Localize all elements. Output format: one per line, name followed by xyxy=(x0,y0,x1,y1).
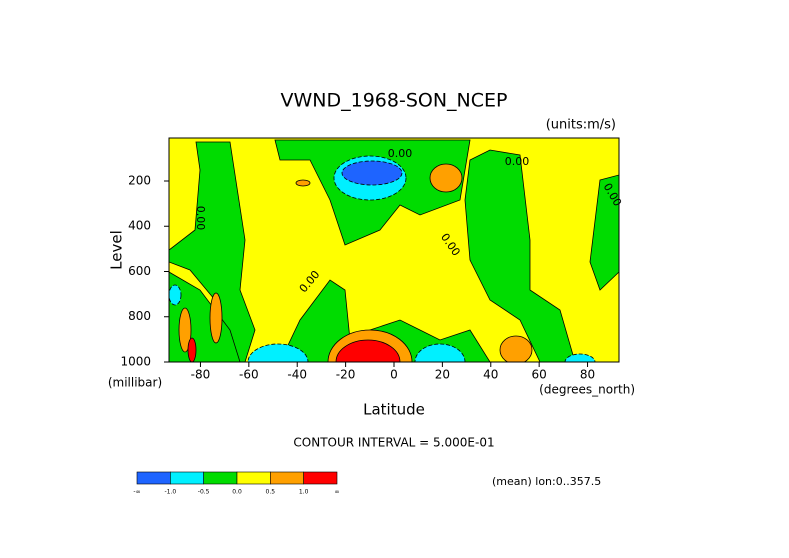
contour-label: 0.00 xyxy=(505,155,530,168)
x-tick-label: -40 xyxy=(287,368,307,382)
colorbar-label: 0.0 xyxy=(232,489,242,496)
contour-fill xyxy=(295,179,311,187)
units-label: (units:m/s) xyxy=(546,118,616,133)
y-unit-label: (millibar) xyxy=(108,376,162,390)
y-tick-label: 200 xyxy=(128,173,151,187)
x-tick-label: 80 xyxy=(580,368,595,382)
y-tick-label: 800 xyxy=(128,309,151,323)
colorbar-end-label: ∞ xyxy=(335,489,340,496)
x-unit-label: (degrees_north) xyxy=(539,383,635,397)
contour-fill xyxy=(341,160,403,186)
y-axis-label: Level xyxy=(108,230,126,270)
contour-fill xyxy=(464,149,576,362)
colorbar-end-label: -∞ xyxy=(133,489,140,496)
colorbar-label: 1.0 xyxy=(299,489,309,496)
chart-title: VWND_1968-SON_NCEP xyxy=(280,90,507,112)
mean-label: (mean) lon:0..357.5 xyxy=(492,475,601,488)
contour-fill xyxy=(414,343,466,362)
y-tick-label: 400 xyxy=(128,219,151,233)
x-tick-label: -20 xyxy=(336,368,356,382)
x-axis-label: Latitude xyxy=(363,401,425,419)
contour-label: 0.00 xyxy=(388,147,413,160)
colorbar-box xyxy=(203,471,238,485)
x-tick-label: 0 xyxy=(390,368,398,382)
colorbar-label: 0.5 xyxy=(266,489,276,496)
contour-fill xyxy=(169,284,182,306)
colorbar-box xyxy=(136,471,171,485)
contour-fill xyxy=(247,343,309,362)
contour-fill xyxy=(187,337,197,362)
contour-fill xyxy=(564,353,596,362)
x-tick-label: 60 xyxy=(532,368,547,382)
colorbar-box xyxy=(303,471,338,485)
plot-area xyxy=(169,138,619,362)
contour-interval: CONTOUR INTERVAL = 5.000E-01 xyxy=(293,436,494,450)
x-tick-label: -80 xyxy=(191,368,211,382)
contour-fill xyxy=(178,307,192,353)
contour-label: 0.00 xyxy=(194,206,207,231)
y-tick-label: 600 xyxy=(128,264,151,278)
contour-fill xyxy=(335,339,401,362)
colorbar-label: -1.0 xyxy=(164,489,176,496)
contour-fill xyxy=(499,335,533,362)
x-tick-label: -60 xyxy=(239,368,259,382)
x-tick-label: 20 xyxy=(435,368,450,382)
colorbar-box xyxy=(236,471,271,485)
contour-fill xyxy=(279,279,491,362)
contour-fill xyxy=(589,174,619,291)
x-tick-label: 40 xyxy=(483,368,498,382)
contour-fill xyxy=(209,292,223,344)
colorbar-box xyxy=(270,471,304,485)
y-tick-label: 1000 xyxy=(120,355,151,369)
colorbar-label: -0.5 xyxy=(198,489,210,496)
contour-fill xyxy=(429,163,463,193)
colorbar-box xyxy=(170,471,204,485)
